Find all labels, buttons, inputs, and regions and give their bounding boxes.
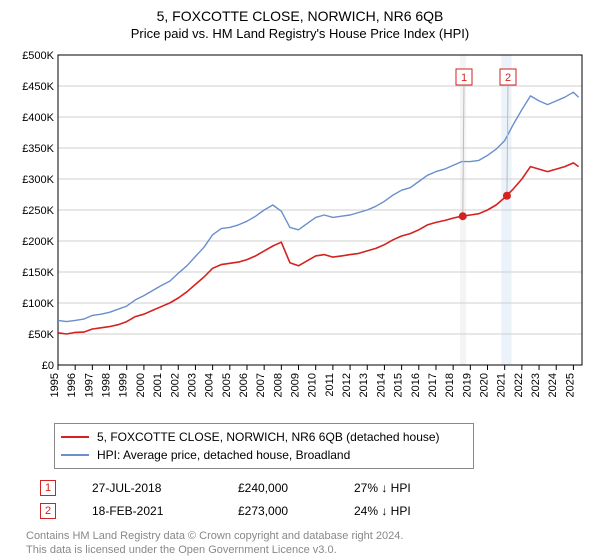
svg-text:1998: 1998 [101, 373, 113, 397]
svg-text:£0: £0 [42, 360, 54, 372]
svg-text:£300K: £300K [22, 174, 54, 186]
svg-text:2020: 2020 [479, 373, 491, 397]
chart-svg: £0 £50K £100K £150K £200K £250K £300K £350K £400… [10, 47, 590, 417]
svg-text:£350K: £350K [22, 143, 54, 155]
svg-text:2023: 2023 [530, 373, 542, 397]
svg-text:2024: 2024 [547, 373, 559, 397]
annotation-row: 2 18-FEB-2021 £273,000 24% ↓ HPI [40, 500, 590, 523]
chart-container: 5, FOXCOTTE CLOSE, NORWICH, NR6 6QB Pric… [0, 0, 600, 560]
svg-text:2009: 2009 [290, 373, 302, 397]
svg-text:2007: 2007 [255, 373, 267, 397]
svg-text:2018: 2018 [444, 373, 456, 397]
svg-text:2021: 2021 [496, 373, 508, 397]
svg-text:£50K: £50K [28, 329, 54, 341]
svg-text:2025: 2025 [564, 373, 576, 397]
svg-text:2004: 2004 [204, 373, 216, 397]
svg-text:2000: 2000 [135, 373, 147, 397]
legend-box: 5, FOXCOTTE CLOSE, NORWICH, NR6 6QB (det… [54, 423, 474, 469]
footer-line2: This data is licensed under the Open Gov… [26, 543, 590, 557]
svg-text:1995: 1995 [49, 373, 61, 397]
svg-text:1996: 1996 [66, 373, 78, 397]
annotation-date: 18-FEB-2021 [92, 500, 202, 523]
legend-label: HPI: Average price, detached house, Broa… [97, 446, 350, 464]
svg-text:£150K: £150K [22, 267, 54, 279]
svg-text:2015: 2015 [393, 373, 405, 397]
footer-line1: Contains HM Land Registry data © Crown c… [26, 529, 590, 543]
annotation-marker: 1 [40, 480, 56, 496]
svg-text:2019: 2019 [461, 373, 473, 397]
annotation-delta: 24% ↓ HPI [354, 500, 411, 523]
svg-text:2008: 2008 [272, 373, 284, 397]
svg-text:2014: 2014 [375, 373, 387, 397]
svg-text:£400K: £400K [22, 112, 54, 124]
svg-text:2016: 2016 [410, 373, 422, 397]
chart-subtitle: Price paid vs. HM Land Registry's House … [10, 26, 590, 41]
chart-plot-area: £0 £50K £100K £150K £200K £250K £300K £350K £400… [10, 47, 590, 417]
annotation-price: £240,000 [238, 477, 318, 500]
svg-text:1997: 1997 [83, 373, 95, 397]
svg-text:£100K: £100K [22, 298, 54, 310]
svg-text:£200K: £200K [22, 236, 54, 248]
svg-text:1999: 1999 [118, 373, 130, 397]
legend-item: 5, FOXCOTTE CLOSE, NORWICH, NR6 6QB (det… [61, 428, 467, 446]
svg-text:2010: 2010 [307, 373, 319, 397]
svg-text:2001: 2001 [152, 373, 164, 397]
svg-text:1: 1 [461, 72, 467, 84]
svg-text:2012: 2012 [341, 373, 353, 397]
legend-swatch [61, 436, 89, 438]
legend-item: HPI: Average price, detached house, Broa… [61, 446, 467, 464]
annotation-row: 1 27-JUL-2018 £240,000 27% ↓ HPI [40, 477, 590, 500]
legend-swatch [61, 454, 89, 456]
svg-text:£250K: £250K [22, 205, 54, 217]
svg-text:2006: 2006 [238, 373, 250, 397]
svg-text:2011: 2011 [324, 373, 336, 397]
annotation-price: £273,000 [238, 500, 318, 523]
svg-text:2022: 2022 [513, 373, 525, 397]
legend-label: 5, FOXCOTTE CLOSE, NORWICH, NR6 6QB (det… [97, 428, 440, 446]
svg-text:2: 2 [505, 72, 511, 84]
annotation-marker: 2 [40, 503, 56, 519]
svg-text:£450K: £450K [22, 81, 54, 93]
svg-text:2017: 2017 [427, 373, 439, 397]
svg-text:2003: 2003 [186, 373, 198, 397]
annotation-date: 27-JUL-2018 [92, 477, 202, 500]
annotation-delta: 27% ↓ HPI [354, 477, 411, 500]
chart-title: 5, FOXCOTTE CLOSE, NORWICH, NR6 6QB [10, 8, 590, 24]
svg-text:2002: 2002 [169, 373, 181, 397]
footer-attribution: Contains HM Land Registry data © Crown c… [26, 529, 590, 558]
svg-text:2005: 2005 [221, 373, 233, 397]
svg-text:£500K: £500K [22, 50, 54, 62]
svg-text:2013: 2013 [358, 373, 370, 397]
annotation-table: 1 27-JUL-2018 £240,000 27% ↓ HPI 2 18-FEB-202… [40, 477, 590, 523]
